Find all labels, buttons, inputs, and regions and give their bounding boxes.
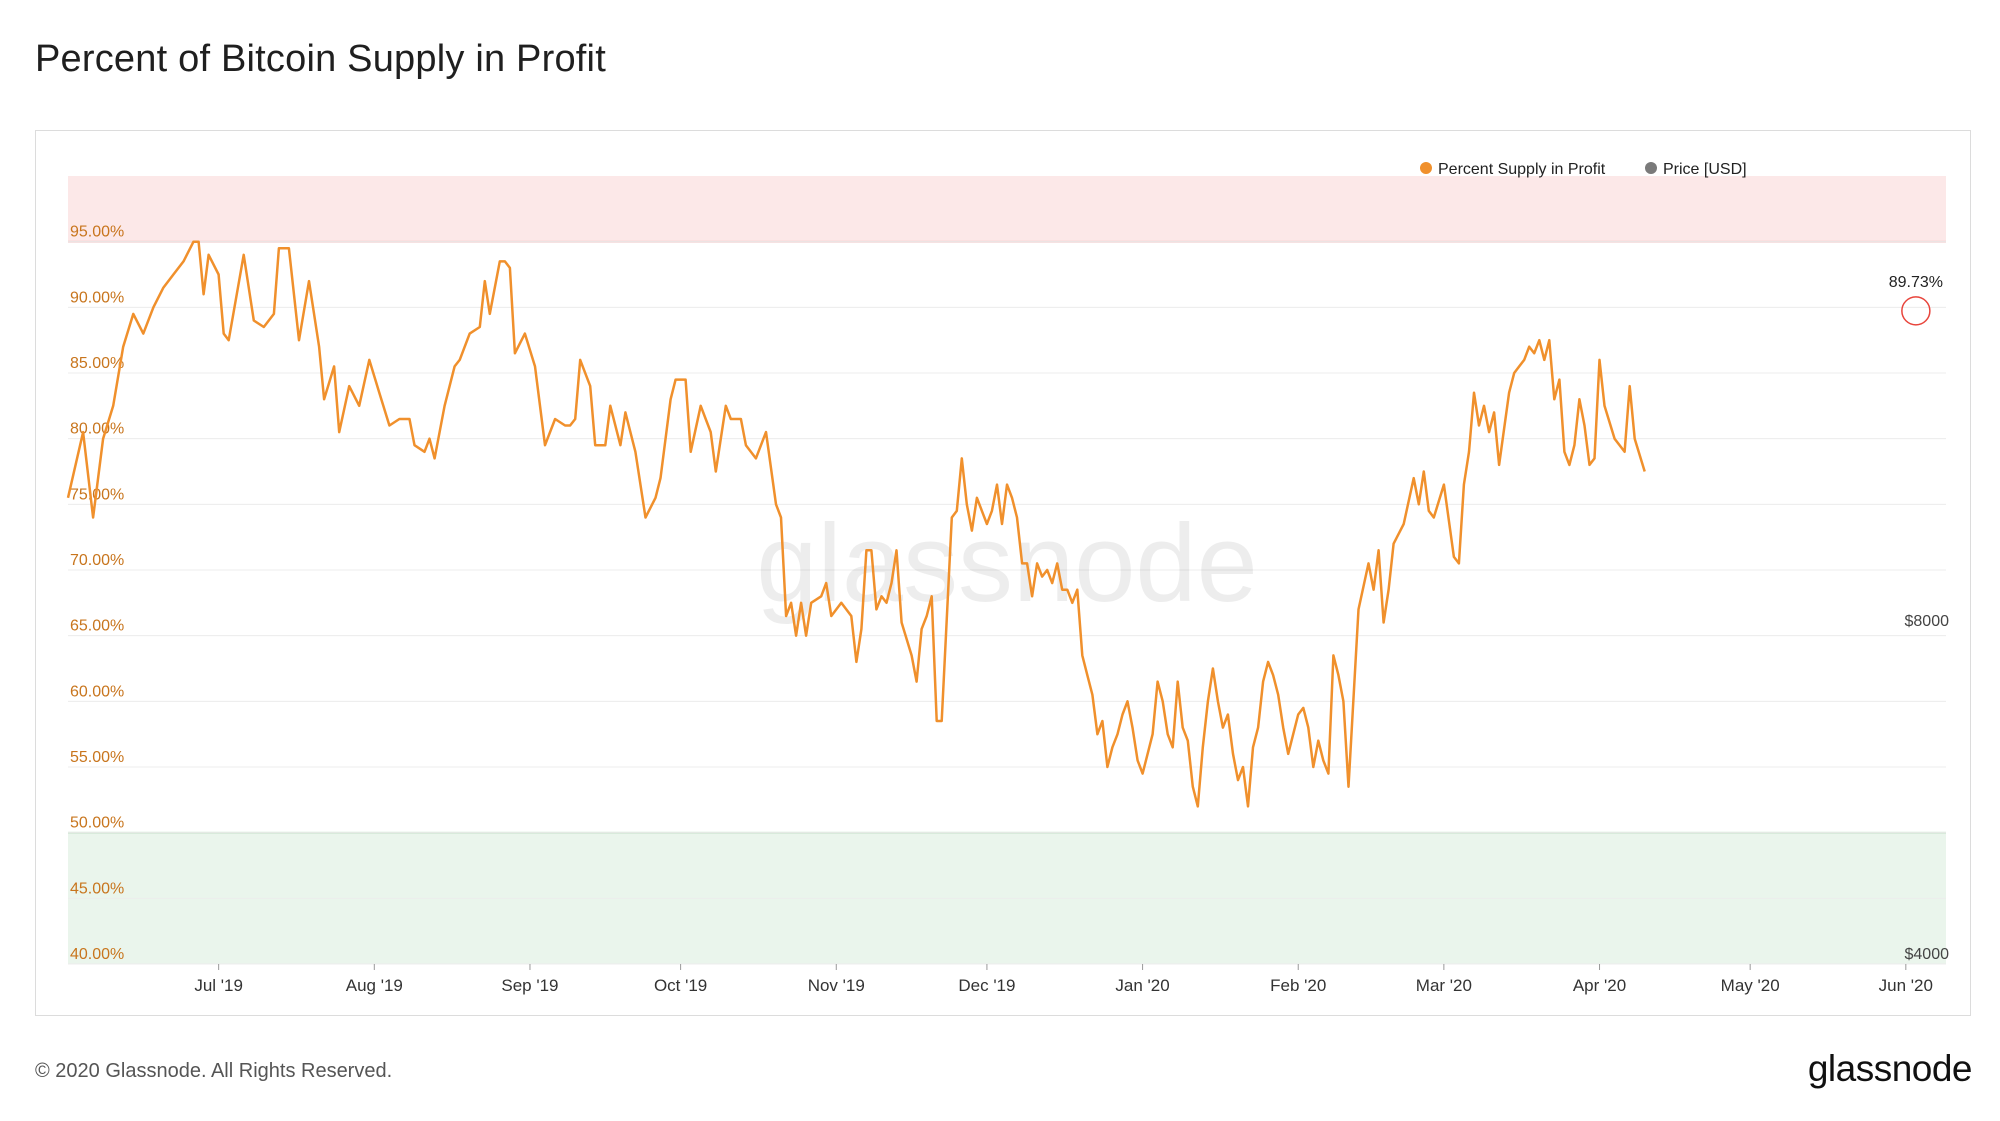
page-title: Percent of Bitcoin Supply in Profit [35,38,606,80]
right-axis-label: $8000 [1905,613,1950,630]
x-tick-label: Dec '19 [958,976,1015,995]
x-tick-label: Jun '20 [1879,976,1933,995]
x-tick-label: Apr '20 [1573,976,1626,995]
y-tick-label: 65.00% [70,618,124,635]
watermark: glassnode [756,502,1258,625]
legend-label: Percent Supply in Profit [1438,161,1606,178]
y-tick-label: 70.00% [70,552,124,569]
chart: 95.00%90.00%85.00%80.00%75.00%70.00%65.0… [66,161,1950,995]
y-tick-label: 60.00% [70,683,124,700]
x-tick-label: May '20 [1721,976,1780,995]
x-tick-label: Jan '20 [1115,976,1169,995]
y-tick-label: 55.00% [70,749,124,766]
chart-card: 95.00% 90.00% 85.00% 80.00% 75.00% 70.00% 65.0… [35,130,1971,1016]
glassnode-logo[interactable]: glassnode [1807,1048,1973,1089]
x-tick-label: Aug '19 [346,976,403,995]
y-tick-label: 40.00% [70,946,124,963]
y-tick-label: 95.00% [70,224,124,241]
series-line-percent-supply-in-profit [66,240,1646,808]
high-zone [68,176,1946,242]
latest-value-label: 89.73% [1889,274,1943,291]
right-axis-label: $4000 [1905,946,1950,963]
x-tick-label: Nov '19 [808,976,865,995]
x-tick-label: Oct '19 [654,976,707,995]
x-tick-label: Mar '20 [1416,976,1472,995]
legend-marker [1645,162,1657,174]
y-tick-label: 45.00% [70,880,124,897]
x-tick-label: Feb '20 [1270,976,1326,995]
y-tick-label: 50.00% [70,815,124,832]
y-tick-label: 90.00% [70,289,124,306]
y-tick-label: 85.00% [70,355,124,372]
legend-label: Price [USD] [1663,161,1747,178]
copyright-text: © 2020 Glassnode. All Rights Reserved. [35,1060,393,1082]
latest-value-marker [1901,296,1931,326]
x-tick-label: Jul '19 [194,976,243,995]
x-tick-label: Sep '19 [501,976,558,995]
legend-marker [1420,162,1432,174]
y-tick-label: 80.00% [70,421,124,438]
